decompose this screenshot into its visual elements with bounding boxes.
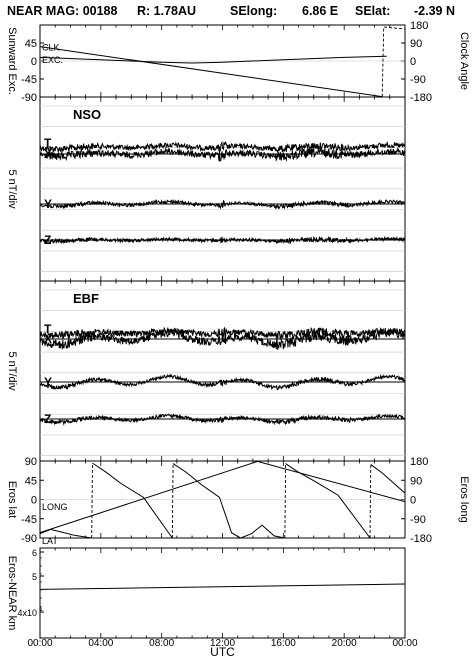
eros-long-tick-label: 90 <box>410 475 422 487</box>
selat-value: -2.39 N <box>414 4 455 18</box>
nso-trace-y <box>39 198 406 210</box>
ebf-panel-frame <box>39 280 406 462</box>
nso-panel-title: NSO <box>73 107 101 122</box>
angles-left-tick-label: 45 <box>25 38 37 50</box>
time-tick-label: 12:00 <box>210 638 235 649</box>
angles-series-exc <box>39 55 387 64</box>
longitude-series-label: LONG <box>42 502 68 512</box>
clock-angle-series-label: CLK <box>42 43 60 53</box>
nso-axis-label: 5 nT/div <box>6 169 18 209</box>
eros-latitude-line <box>285 463 371 539</box>
figure-header: NEAR MAG: 00188 R: 1.78AU SElong: 6.86 E… <box>0 0 473 20</box>
eros-lat-axis-label: Eros lat <box>6 481 18 518</box>
eros-long-tick-label: 0 <box>410 495 416 507</box>
angles-right-tick-label: 0 <box>410 56 416 68</box>
range-tick-label: 6 <box>32 548 37 558</box>
angles-left-tick-label: -90 <box>21 92 37 104</box>
angles-right-tick-label: 90 <box>410 38 422 50</box>
latitude-series-label: LAT <box>42 536 58 546</box>
angles-left-tick-label: -45 <box>21 74 37 86</box>
nso-trace-x <box>39 147 406 163</box>
time-tick-label: 04:00 <box>88 638 113 649</box>
angles-series-clk <box>39 46 383 98</box>
angles-right-tick-label: -90 <box>410 74 426 86</box>
range-tick-label: 4x10 <box>17 608 37 618</box>
range-axis-label: Eros-NEAR km <box>6 556 18 631</box>
ebf-component-label-z: Z <box>44 412 51 426</box>
eros-lat-tick-label: -45 <box>21 514 37 526</box>
selong-value: 6.86 E <box>302 4 339 18</box>
eros-latitude-wrap <box>171 463 174 539</box>
eros-latitude-wrap <box>91 463 93 539</box>
time-tick-label: 20:00 <box>332 638 357 649</box>
eros-long-tick-label: -180 <box>410 533 432 545</box>
eros-long-tick-label: 180 <box>410 456 428 468</box>
time-tick-label: 00:00 <box>27 638 52 649</box>
time-tick-label: 08:00 <box>149 638 174 649</box>
eros-lat-tick-label: -90 <box>21 533 37 545</box>
eros-latitude-line <box>92 462 173 539</box>
selat-label: SElat: <box>355 4 391 18</box>
time-axis-label: UTC <box>210 645 235 656</box>
heliocentric-distance: R: 1.78AU <box>137 4 197 18</box>
angles-right-tick-label: -180 <box>410 92 432 104</box>
eros-long-axis-label: Eros long <box>458 476 470 522</box>
ebf-component-label-t: T <box>44 322 52 336</box>
ebf-axis-label: 5 nT/div <box>6 351 18 391</box>
nso-component-label-y: Y <box>44 197 52 211</box>
angles-right-axis-label: Clock Angle <box>458 32 470 90</box>
eros-lat-tick-label: 90 <box>25 456 37 468</box>
time-tick-label: 00:00 <box>392 638 417 649</box>
ebf-trace-y <box>39 373 406 391</box>
eros-latitude-line <box>172 463 285 539</box>
range-line <box>39 583 406 590</box>
spacecraft-instrument-file: NEAR MAG: 00188 <box>7 4 118 18</box>
eros-lat-tick-label: 0 <box>31 495 37 507</box>
excursion-series-label: EXC. <box>42 55 63 65</box>
eros-latitude-wrap <box>284 463 287 539</box>
nso-component-label-t: T <box>44 136 52 150</box>
eros-lat-tick-label: 45 <box>25 475 37 487</box>
time-tick-label: 16:00 <box>271 638 296 649</box>
angles-series-wrap-2 <box>381 26 406 97</box>
eros-latitude-line <box>39 528 92 539</box>
ebf-component-label-x: X <box>44 332 52 346</box>
eros-latitude-wrap <box>369 464 372 539</box>
ebf-component-label-y: Y <box>44 375 52 389</box>
range-tick-exponent: 1 <box>39 606 43 613</box>
range-panel-frame <box>39 547 406 639</box>
range-tick-label: 5 <box>32 572 37 582</box>
angles-left-axis-label: Sunward Exc. <box>6 27 18 95</box>
angles-left-tick-label: 0 <box>31 56 37 68</box>
eros-long-tick-label: -90 <box>410 514 426 526</box>
nso-trace-z <box>39 235 406 245</box>
ebf-trace-x <box>39 328 406 350</box>
ebf-trace-z <box>39 413 406 426</box>
angles-right-tick-label: 180 <box>410 20 428 32</box>
ebf-panel-title: EBF <box>73 291 99 306</box>
eros-latitude-line <box>370 464 406 494</box>
nso-trace-t <box>39 140 406 154</box>
selong-label: SElong: <box>230 4 278 18</box>
eros-longitude-line <box>39 460 406 534</box>
